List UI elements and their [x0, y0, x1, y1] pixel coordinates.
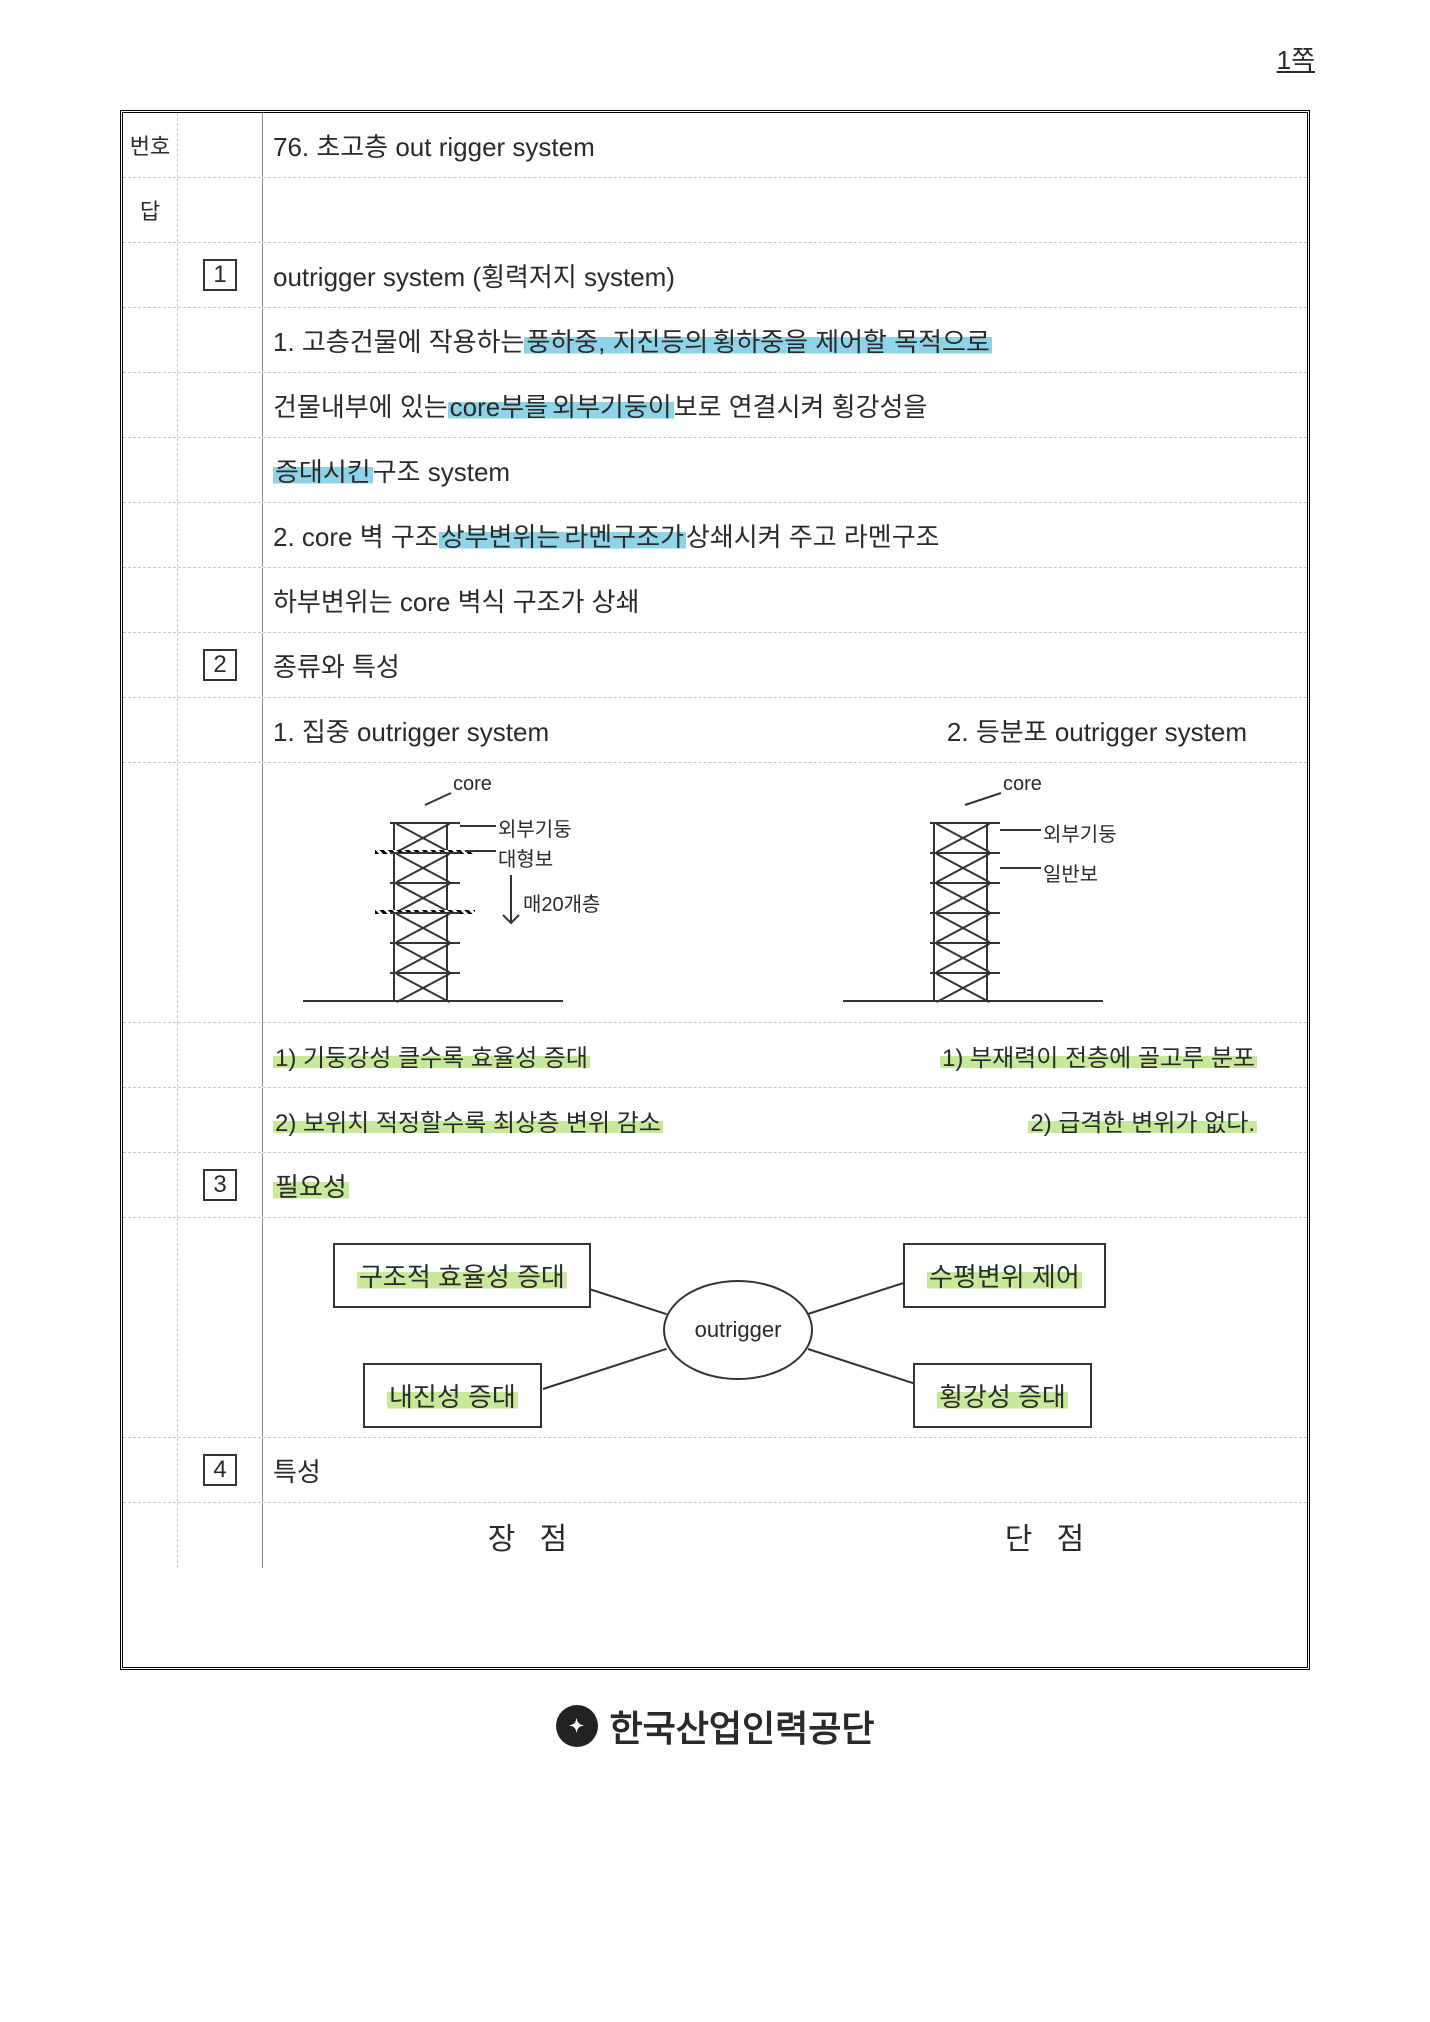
answer-sheet: 번호 76. 초고층 out rigger system 답 1 outrigg…	[120, 110, 1310, 1670]
s3-title: 필요성	[263, 1153, 1307, 1217]
s2-num: 2	[178, 633, 263, 697]
lbl-nbeam: 일반보	[1043, 858, 1098, 887]
lbl-core-r: core	[1003, 773, 1042, 796]
s2-title-row: 2 종류와 특성	[123, 633, 1307, 698]
s1-title-row: 1 outrigger system (횡력저지 system)	[123, 243, 1307, 308]
s3-diagram: outrigger 구조적 효율성 증대 수평변위 제어 내진성 증대 횡강성 …	[123, 1218, 1307, 1438]
building-right	[933, 822, 988, 1002]
s4-title-row: 4 특성	[123, 1438, 1307, 1503]
s1-line-2: 증대시킨 구조 system	[123, 438, 1307, 503]
s2-note-1: 2) 보위치 적정할수록 최상층 변위 감소 2) 급격한 변위가 없다.	[123, 1088, 1307, 1153]
header-num-cell	[178, 113, 263, 177]
s1-line-3: 2. core 벽 구조 상부변위는 라멘구조가 상쇄시켜 주고 라멘구조	[123, 503, 1307, 568]
building-left	[393, 822, 448, 1002]
s4-title: 특성	[263, 1438, 1307, 1502]
s2-title: 종류와 특성	[263, 633, 1307, 697]
s1-title: outrigger system (횡력저지 system)	[263, 243, 1307, 307]
footer-text: 한국산업인력공단	[610, 1700, 875, 1752]
s1-num: 1	[178, 243, 263, 307]
s3-num: 3	[178, 1153, 263, 1217]
lbl-lbeam: 대형보	[498, 843, 553, 872]
lbl-extcol-l: 외부기둥	[498, 813, 572, 842]
answer-row: 답	[123, 178, 1307, 243]
s3-box-br: 횡강성 증대	[913, 1363, 1092, 1428]
s3-box-bl: 내진성 증대	[363, 1363, 542, 1428]
s3-box-tr: 수평변위 제어	[903, 1243, 1106, 1308]
footer: ✦ 한국산업인력공단	[0, 1700, 1430, 1752]
lbl-per20: 매20개층	[523, 888, 600, 917]
s4-cols: 장 점 단 점	[123, 1503, 1307, 1568]
s4-num: 4	[178, 1438, 263, 1502]
header-title: 76. 초고층 out rigger system	[263, 113, 1307, 177]
lbl-extcol-r: 외부기둥	[1043, 818, 1117, 847]
s1-line-0: 1. 고층건물에 작용하는 풍하중, 지진등의 횡하중을 제어할 목적으로	[123, 308, 1307, 373]
s3-center: outrigger	[663, 1280, 813, 1380]
s2-diagrams: core 외부기둥 대형보 매20개층 core 외부기둥 일반보	[123, 763, 1307, 1023]
footer-logo-icon: ✦	[556, 1705, 598, 1747]
s3-box-tl: 구조적 효율성 증대	[333, 1243, 591, 1308]
s2-note-0: 1) 기둥강성 클수록 효율성 증대 1) 부재력이 전층에 골고루 분포	[123, 1023, 1307, 1088]
s2-subtitles: 1. 집중 outrigger system 2. 등분포 outrigger …	[123, 698, 1307, 763]
header-left-label: 번호	[123, 113, 178, 177]
header-row: 번호 76. 초고층 out rigger system	[123, 113, 1307, 178]
answer-label: 답	[123, 178, 178, 242]
s1-line-1: 건물내부에 있는 core부를 외부기둥이 보로 연결시켜 횡강성을	[123, 373, 1307, 438]
s1-line-4: 하부변위는 core 벽식 구조가 상쇄	[123, 568, 1307, 633]
lbl-core-l: core	[453, 773, 492, 796]
page-number: 1쪽	[1277, 40, 1315, 77]
s3-title-row: 3 필요성	[123, 1153, 1307, 1218]
